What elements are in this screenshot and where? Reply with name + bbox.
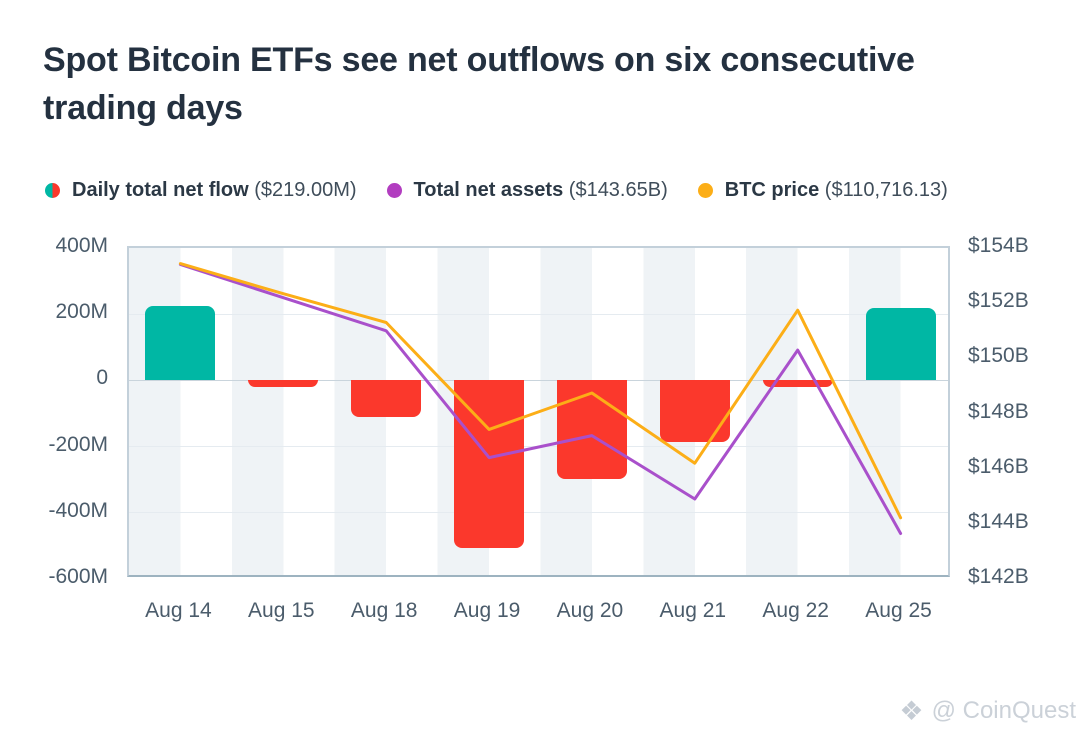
plot-area xyxy=(127,246,950,577)
net-flow-bar-aug-21[interactable] xyxy=(659,380,730,442)
left-axis-tick: 400M xyxy=(55,234,108,257)
right-axis-tick: $150B xyxy=(968,344,1029,368)
x-axis-tick: Aug 14 xyxy=(145,599,212,622)
legend-item-net-assets[interactable]: Total net assets ($143.65B) xyxy=(386,179,668,202)
left-axis-tick: -600M xyxy=(48,565,108,588)
x-axis-tick: Aug 25 xyxy=(865,599,932,622)
left-axis-tick: 200M xyxy=(55,300,108,324)
legend-label-net-assets: Total net assets ($143.65B) xyxy=(413,179,668,201)
left-axis-tick: -400M xyxy=(48,498,108,522)
net-flow-bar-aug-22[interactable] xyxy=(762,380,833,388)
line-series-layer xyxy=(178,262,903,535)
x-axis-tick: Aug 19 xyxy=(453,599,521,622)
legend-item-btc-price[interactable]: BTC price ($110,716.13) xyxy=(697,179,948,202)
gridline xyxy=(129,512,948,513)
legend-label-net-flow: Daily total net flow ($219.00M) xyxy=(72,179,357,201)
legend-item-net-flow[interactable]: Daily total net flow ($219.00M) xyxy=(45,179,357,202)
net-flow-bar-aug-25[interactable] xyxy=(865,307,936,381)
net-flow-bar-aug-20[interactable] xyxy=(556,380,627,480)
left-axis-tick: -200M xyxy=(48,432,108,456)
legend: Daily total net flow ($219.00M) Total ne… xyxy=(45,179,948,202)
page-title: Spot Bitcoin ETFs see net outflows on si… xyxy=(43,36,1013,132)
net-flow-bar-aug-14[interactable] xyxy=(145,305,216,381)
right-axis-tick: $146B xyxy=(968,454,1029,478)
right-axis-tick: $144B xyxy=(968,509,1029,533)
net-flow-swatch-icon xyxy=(45,183,60,198)
net-flow-bar-aug-19[interactable] xyxy=(454,380,525,548)
net-flow-bar-aug-15[interactable] xyxy=(248,380,319,388)
right-axis-tick: $152B xyxy=(968,289,1029,313)
watermark-text: @ CoinQuest xyxy=(931,697,1076,724)
watermark: ❖ @ CoinQuest xyxy=(899,697,1076,725)
title-line-1: Spot Bitcoin ETFs see net outflows on si… xyxy=(43,41,915,79)
left-axis-tick: 0 xyxy=(96,366,108,390)
x-axis-tick: Aug 21 xyxy=(659,599,727,622)
title-line-2: trading days xyxy=(43,89,243,127)
x-axis-tick: Aug 20 xyxy=(556,599,624,622)
btc-price-swatch-icon xyxy=(697,183,713,198)
zero-gridline xyxy=(129,380,948,381)
right-axis-tick: $148B xyxy=(968,399,1029,423)
net-flow-bar-aug-18[interactable] xyxy=(351,380,422,417)
legend-label-btc-price: BTC price ($110,716.13) xyxy=(724,179,948,201)
x-axis-tick: Aug 15 xyxy=(248,599,315,622)
gridline xyxy=(129,314,948,315)
right-axis-tick: $154B xyxy=(968,234,1029,257)
x-axis-tick: Aug 18 xyxy=(350,599,418,622)
coinquest-logo-icon: ❖ xyxy=(899,695,924,726)
x-axis-tick: Aug 22 xyxy=(762,599,829,622)
btc-price-line[interactable] xyxy=(178,262,903,520)
right-axis-tick: $142B xyxy=(968,565,1029,588)
total-net-assets-line[interactable] xyxy=(178,263,903,535)
net-assets-swatch-icon xyxy=(386,183,402,198)
